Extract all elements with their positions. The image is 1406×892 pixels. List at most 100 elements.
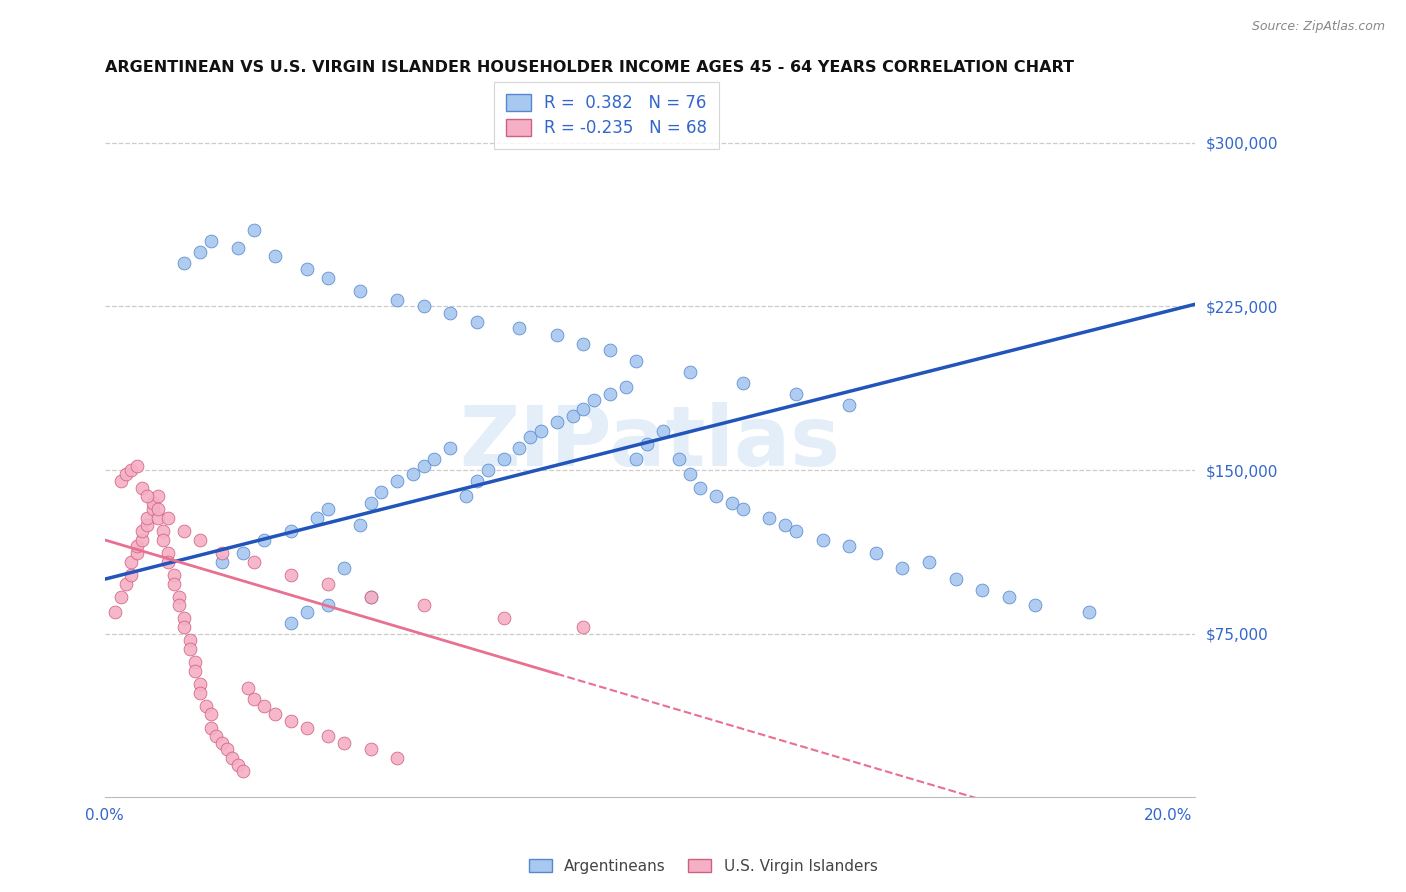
Point — [157, 546, 180, 560]
Point — [316, 576, 339, 591]
Point — [190, 244, 212, 259]
Point — [226, 757, 249, 772]
Point — [295, 262, 318, 277]
Point — [385, 751, 408, 765]
Point — [945, 572, 967, 586]
Point — [120, 555, 142, 569]
Point — [167, 599, 190, 613]
Point — [865, 546, 887, 560]
Point — [477, 463, 499, 477]
Point — [232, 764, 254, 779]
Point — [316, 729, 339, 743]
Point — [146, 502, 169, 516]
Point — [173, 256, 195, 270]
Point — [280, 567, 302, 582]
Point — [190, 533, 212, 547]
Point — [152, 524, 174, 538]
Point — [492, 452, 515, 467]
Point — [194, 698, 217, 713]
Point — [125, 546, 148, 560]
Point — [439, 442, 461, 456]
Point — [385, 474, 408, 488]
Point — [972, 583, 994, 598]
Point — [131, 533, 153, 547]
Point — [211, 546, 233, 560]
Point — [582, 393, 605, 408]
Point — [120, 567, 142, 582]
Point — [221, 751, 243, 765]
Point — [232, 546, 254, 560]
Text: ZIPatlas: ZIPatlas — [460, 402, 841, 483]
Point — [242, 223, 264, 237]
Point — [226, 241, 249, 255]
Point — [295, 721, 318, 735]
Point — [146, 511, 169, 525]
Point — [1024, 599, 1046, 613]
Point — [775, 517, 797, 532]
Point — [205, 729, 228, 743]
Point — [136, 517, 159, 532]
Point — [179, 633, 201, 648]
Point — [402, 467, 425, 482]
Point — [918, 555, 941, 569]
Point — [636, 437, 658, 451]
Point — [731, 376, 754, 390]
Point — [721, 496, 744, 510]
Point — [242, 692, 264, 706]
Point — [360, 742, 382, 756]
Point — [689, 481, 711, 495]
Point — [891, 561, 914, 575]
Point — [572, 620, 595, 634]
Point — [599, 386, 621, 401]
Point — [1077, 605, 1099, 619]
Point — [731, 502, 754, 516]
Point — [200, 707, 222, 722]
Point — [316, 599, 339, 613]
Point — [200, 234, 222, 248]
Point — [838, 398, 860, 412]
Point — [561, 409, 583, 423]
Point — [412, 300, 434, 314]
Point — [280, 615, 302, 630]
Point — [572, 402, 595, 417]
Point — [141, 502, 163, 516]
Point — [131, 481, 153, 495]
Point — [546, 415, 568, 429]
Point — [423, 452, 446, 467]
Point — [412, 458, 434, 473]
Point — [157, 555, 180, 569]
Point — [785, 524, 807, 538]
Point — [333, 736, 356, 750]
Point — [349, 517, 371, 532]
Point — [190, 686, 212, 700]
Point — [253, 533, 276, 547]
Point — [370, 484, 392, 499]
Point — [704, 489, 727, 503]
Point — [173, 524, 195, 538]
Point — [626, 354, 648, 368]
Point — [668, 452, 690, 467]
Point — [295, 605, 318, 619]
Point — [263, 707, 285, 722]
Point — [184, 655, 207, 669]
Point — [439, 306, 461, 320]
Point — [167, 590, 190, 604]
Point — [614, 380, 637, 394]
Point — [173, 620, 195, 634]
Point — [758, 511, 780, 525]
Point — [465, 315, 488, 329]
Point — [215, 742, 238, 756]
Legend: R =  0.382   N = 76, R = -0.235   N = 68: R = 0.382 N = 76, R = -0.235 N = 68 — [494, 82, 718, 149]
Point — [626, 452, 648, 467]
Point — [811, 533, 834, 547]
Point — [110, 474, 132, 488]
Point — [546, 327, 568, 342]
Point — [333, 561, 356, 575]
Point — [211, 555, 233, 569]
Point — [519, 430, 541, 444]
Point — [508, 442, 530, 456]
Point — [110, 590, 132, 604]
Point — [125, 458, 148, 473]
Point — [465, 474, 488, 488]
Point — [211, 736, 233, 750]
